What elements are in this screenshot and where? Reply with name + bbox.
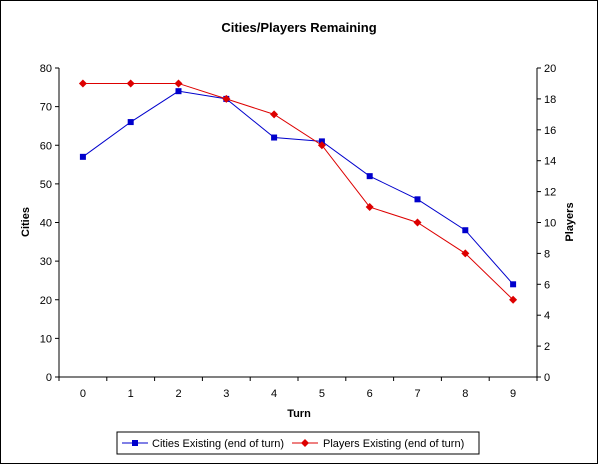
data-point-cities xyxy=(79,153,86,160)
x-tick-label: 0 xyxy=(80,388,86,400)
left-y-tick-label: 20 xyxy=(40,295,52,307)
x-tick-label: 4 xyxy=(271,388,277,400)
x-tick-label: 5 xyxy=(319,388,325,400)
legend-marker-players xyxy=(301,439,309,447)
x-tick-label: 9 xyxy=(510,388,516,400)
data-point-players xyxy=(509,295,518,304)
left-y-tick-label: 60 xyxy=(40,140,52,152)
right-y-tick-label: 16 xyxy=(544,125,556,137)
left-y-tick-label: 0 xyxy=(46,372,52,384)
series-line-players xyxy=(82,82,514,301)
left-y-tick-label: 40 xyxy=(40,218,52,230)
data-point-cities xyxy=(510,281,517,288)
data-point-cities xyxy=(175,88,182,95)
right-y-tick-label: 18 xyxy=(544,94,556,106)
right-y-tick-label: 14 xyxy=(544,156,556,168)
legend-label-players: Players Existing (end of turn) xyxy=(323,438,464,450)
x-axis-title: Turn xyxy=(287,408,311,420)
x-tick-label: 8 xyxy=(462,388,468,400)
right-y-tick-label: 0 xyxy=(544,372,550,384)
series-line-cities xyxy=(82,90,514,285)
right-y-tick-label: 2 xyxy=(544,341,550,353)
data-point-players xyxy=(461,249,470,258)
left-y-tick-label: 80 xyxy=(40,63,52,75)
legend-label-cities: Cities Existing (end of turn) xyxy=(152,438,284,450)
data-point-cities xyxy=(271,134,278,141)
x-tick-label: 3 xyxy=(223,388,229,400)
right-y-axis-title: Players xyxy=(564,202,576,241)
left-y-tick-label: 70 xyxy=(40,102,52,114)
x-tick-label: 1 xyxy=(128,388,134,400)
right-y-tick-label: 20 xyxy=(544,63,556,75)
left-y-tick-label: 50 xyxy=(40,179,52,191)
chart-title: Cities/Players Remaining xyxy=(221,20,376,35)
legend-item-players: Players Existing (end of turn) xyxy=(292,438,464,450)
x-tick-label: 2 xyxy=(175,388,181,400)
data-point-players xyxy=(317,141,326,150)
x-tick-label: 6 xyxy=(367,388,373,400)
right-y-tick-label: 4 xyxy=(544,310,550,322)
right-y-tick-label: 6 xyxy=(544,279,550,291)
data-point-cities xyxy=(414,196,421,203)
legend: Cities Existing (end of turn) Players Ex… xyxy=(116,431,480,455)
data-point-players xyxy=(78,79,87,88)
right-y-tick-label: 12 xyxy=(544,187,556,199)
data-point-players xyxy=(126,79,135,88)
right-y-tick-label: 10 xyxy=(544,218,556,230)
data-point-players xyxy=(222,94,231,103)
data-point-players xyxy=(365,203,374,212)
data-point-cities xyxy=(127,119,134,126)
left-y-axis-title: Cities xyxy=(20,207,32,237)
data-point-players xyxy=(413,218,422,227)
left-y-tick-label: 30 xyxy=(40,256,52,268)
data-point-players xyxy=(270,110,279,119)
right-y-tick-label: 8 xyxy=(544,248,550,260)
data-point-players xyxy=(174,79,183,88)
data-point-cities xyxy=(366,173,373,180)
x-tick-label: 7 xyxy=(414,388,420,400)
legend-marker-cities xyxy=(132,440,138,446)
legend-item-cities: Cities Existing (end of turn) xyxy=(122,438,284,450)
data-point-cities xyxy=(462,227,469,234)
left-y-tick-label: 10 xyxy=(40,333,52,345)
